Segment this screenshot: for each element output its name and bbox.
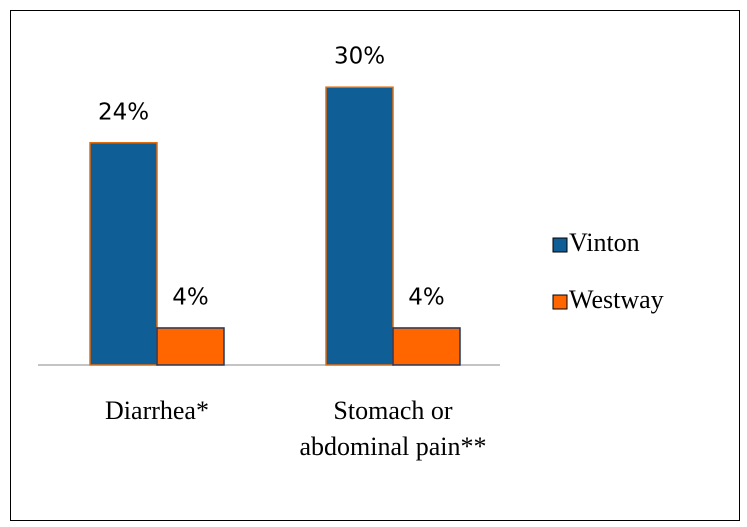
legend-label: Vinton: [569, 228, 640, 257]
x-tick-label: Diarrhea*: [105, 396, 209, 425]
value-label: 4%: [172, 284, 209, 310]
bar: [89, 142, 158, 366]
value-label: 4%: [408, 284, 445, 310]
x-tick-label: Stomach or abdominal pain**: [299, 396, 487, 461]
legend-swatch: [552, 237, 568, 253]
bar: [325, 86, 394, 366]
value-label: 24%: [98, 99, 149, 125]
value-label: 30%: [334, 44, 385, 70]
category-label-box: Diarrhea*: [105, 396, 209, 425]
bar: [156, 327, 225, 366]
legend-swatch: [552, 294, 568, 310]
legend-label: Westway: [569, 285, 664, 314]
bar: [392, 327, 461, 366]
category-label-box: Stomach or abdominal pain**: [299, 396, 487, 461]
